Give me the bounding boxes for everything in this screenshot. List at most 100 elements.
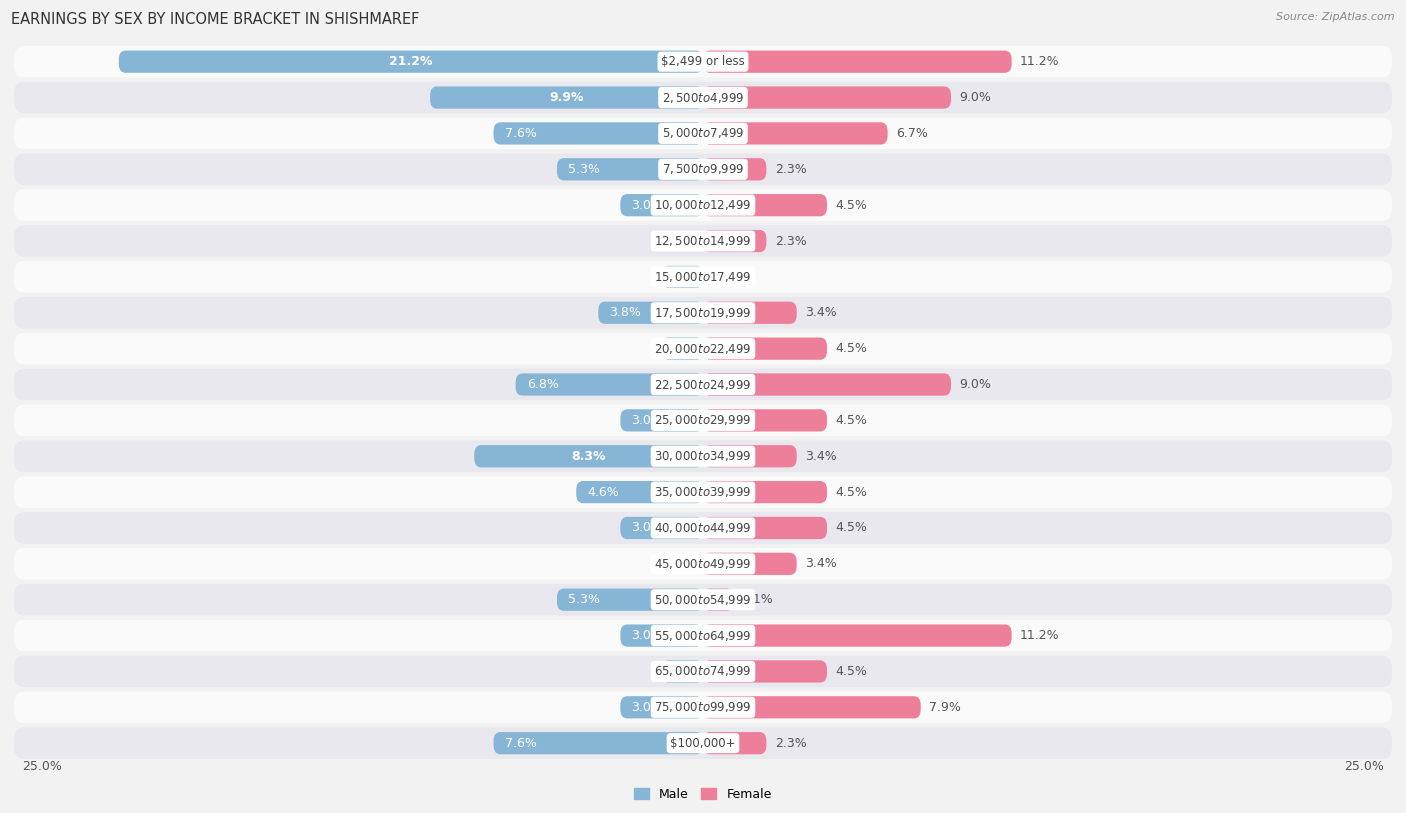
Text: 7.6%: 7.6%: [505, 127, 537, 140]
Text: $10,000 to $12,499: $10,000 to $12,499: [654, 198, 752, 212]
Text: 21.2%: 21.2%: [389, 55, 433, 68]
FancyBboxPatch shape: [703, 445, 797, 467]
Text: 6.7%: 6.7%: [896, 127, 928, 140]
Text: 1.5%: 1.5%: [672, 271, 704, 284]
Text: 1.1%: 1.1%: [741, 593, 773, 606]
FancyBboxPatch shape: [703, 86, 950, 109]
Text: 11.2%: 11.2%: [1019, 55, 1060, 68]
Text: 9.0%: 9.0%: [959, 91, 991, 104]
Text: 7.6%: 7.6%: [505, 737, 537, 750]
Text: $17,500 to $19,999: $17,500 to $19,999: [654, 306, 752, 320]
Text: $100,000+: $100,000+: [671, 737, 735, 750]
Text: Source: ZipAtlas.com: Source: ZipAtlas.com: [1277, 12, 1395, 22]
Text: $75,000 to $99,999: $75,000 to $99,999: [654, 700, 752, 715]
FancyBboxPatch shape: [703, 517, 827, 539]
FancyBboxPatch shape: [662, 266, 703, 288]
FancyBboxPatch shape: [14, 225, 1392, 257]
FancyBboxPatch shape: [703, 50, 1012, 73]
Text: 5.3%: 5.3%: [568, 163, 600, 176]
FancyBboxPatch shape: [703, 696, 921, 719]
FancyBboxPatch shape: [14, 476, 1392, 508]
Text: $45,000 to $49,999: $45,000 to $49,999: [654, 557, 752, 571]
FancyBboxPatch shape: [118, 50, 703, 73]
FancyBboxPatch shape: [14, 118, 1392, 150]
Text: 2.3%: 2.3%: [775, 737, 807, 750]
FancyBboxPatch shape: [703, 230, 766, 252]
FancyBboxPatch shape: [14, 369, 1392, 400]
Text: $15,000 to $17,499: $15,000 to $17,499: [654, 270, 752, 284]
Text: $5,000 to $7,499: $5,000 to $7,499: [662, 127, 744, 141]
FancyBboxPatch shape: [14, 82, 1392, 113]
Text: $22,500 to $24,999: $22,500 to $24,999: [654, 377, 752, 392]
Legend: Male, Female: Male, Female: [630, 783, 776, 806]
FancyBboxPatch shape: [703, 373, 950, 396]
FancyBboxPatch shape: [703, 122, 887, 145]
FancyBboxPatch shape: [14, 512, 1392, 544]
Text: $55,000 to $64,999: $55,000 to $64,999: [654, 628, 752, 642]
Text: $7,500 to $9,999: $7,500 to $9,999: [662, 163, 744, 176]
Text: 3.0%: 3.0%: [631, 629, 664, 642]
FancyBboxPatch shape: [703, 302, 797, 324]
FancyBboxPatch shape: [494, 122, 703, 145]
FancyBboxPatch shape: [703, 194, 827, 216]
Text: 1.5%: 1.5%: [672, 342, 704, 355]
Text: 3.0%: 3.0%: [631, 701, 664, 714]
FancyBboxPatch shape: [14, 189, 1392, 221]
Text: $20,000 to $22,499: $20,000 to $22,499: [654, 341, 752, 355]
FancyBboxPatch shape: [14, 728, 1392, 759]
Text: 3.4%: 3.4%: [806, 307, 837, 320]
FancyBboxPatch shape: [703, 481, 827, 503]
Text: 2.3%: 2.3%: [775, 163, 807, 176]
Text: $50,000 to $54,999: $50,000 to $54,999: [654, 593, 752, 606]
Text: $2,499 or less: $2,499 or less: [661, 55, 745, 68]
Text: 1.5%: 1.5%: [672, 665, 704, 678]
Text: 3.4%: 3.4%: [806, 450, 837, 463]
FancyBboxPatch shape: [474, 445, 703, 467]
FancyBboxPatch shape: [14, 261, 1392, 293]
Text: 3.0%: 3.0%: [631, 521, 664, 534]
FancyBboxPatch shape: [620, 194, 703, 216]
FancyBboxPatch shape: [557, 159, 703, 180]
Text: 9.9%: 9.9%: [550, 91, 583, 104]
FancyBboxPatch shape: [14, 405, 1392, 436]
Text: $2,500 to $4,999: $2,500 to $4,999: [662, 90, 744, 105]
FancyBboxPatch shape: [703, 159, 766, 180]
FancyBboxPatch shape: [703, 660, 827, 683]
FancyBboxPatch shape: [14, 46, 1392, 77]
FancyBboxPatch shape: [494, 732, 703, 754]
Text: 25.0%: 25.0%: [1344, 760, 1384, 773]
FancyBboxPatch shape: [14, 441, 1392, 472]
FancyBboxPatch shape: [703, 553, 797, 575]
FancyBboxPatch shape: [703, 732, 766, 754]
Text: 3.8%: 3.8%: [609, 307, 641, 320]
Text: 11.2%: 11.2%: [1019, 629, 1060, 642]
Text: 0.0%: 0.0%: [657, 558, 689, 571]
FancyBboxPatch shape: [703, 589, 734, 611]
FancyBboxPatch shape: [662, 337, 703, 359]
FancyBboxPatch shape: [703, 337, 827, 359]
FancyBboxPatch shape: [430, 86, 703, 109]
FancyBboxPatch shape: [620, 409, 703, 432]
FancyBboxPatch shape: [620, 517, 703, 539]
FancyBboxPatch shape: [662, 660, 703, 683]
FancyBboxPatch shape: [14, 548, 1392, 580]
Text: 0.0%: 0.0%: [711, 271, 744, 284]
FancyBboxPatch shape: [14, 297, 1392, 328]
FancyBboxPatch shape: [14, 620, 1392, 651]
FancyBboxPatch shape: [14, 584, 1392, 615]
Text: 8.3%: 8.3%: [571, 450, 606, 463]
FancyBboxPatch shape: [14, 692, 1392, 723]
Text: $40,000 to $44,999: $40,000 to $44,999: [654, 521, 752, 535]
Text: 4.5%: 4.5%: [835, 665, 868, 678]
Text: 5.3%: 5.3%: [568, 593, 600, 606]
FancyBboxPatch shape: [703, 409, 827, 432]
Text: 3.4%: 3.4%: [806, 558, 837, 571]
Text: 4.5%: 4.5%: [835, 414, 868, 427]
FancyBboxPatch shape: [14, 655, 1392, 687]
FancyBboxPatch shape: [599, 302, 703, 324]
Text: EARNINGS BY SEX BY INCOME BRACKET IN SHISHMAREF: EARNINGS BY SEX BY INCOME BRACKET IN SHI…: [11, 12, 419, 27]
Text: 4.5%: 4.5%: [835, 521, 868, 534]
Text: 4.5%: 4.5%: [835, 342, 868, 355]
FancyBboxPatch shape: [557, 589, 703, 611]
Text: 2.3%: 2.3%: [775, 234, 807, 247]
